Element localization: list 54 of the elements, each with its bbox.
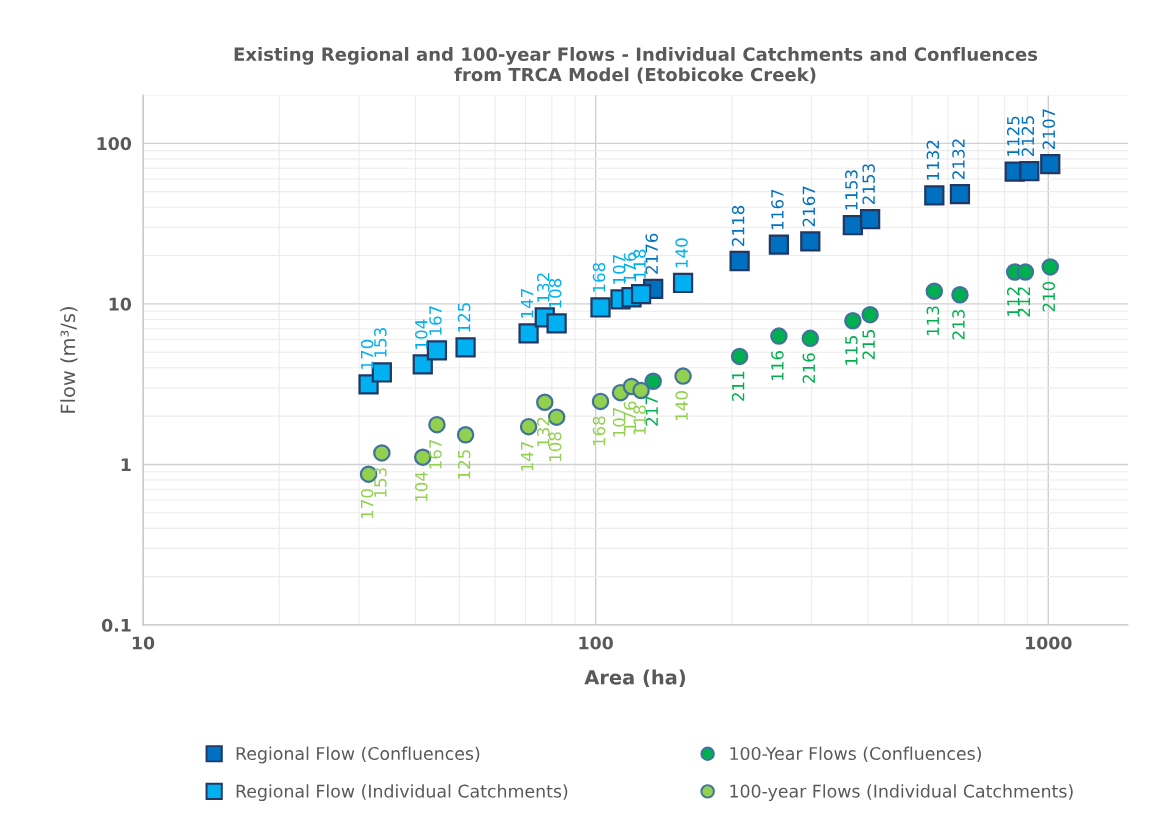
annotation: 211 xyxy=(731,371,745,401)
annotation: 216 xyxy=(802,353,816,383)
annotation: 113 xyxy=(926,306,940,336)
annotation: 2167 xyxy=(802,186,816,227)
annotation: 132 xyxy=(537,417,550,447)
legend-label: Regional Flow (Confluences) xyxy=(236,746,480,764)
annotation: 1167 xyxy=(771,189,784,229)
annotation: 153 xyxy=(374,468,387,497)
y-tick-label: 1 xyxy=(121,458,131,472)
annotation: 167 xyxy=(429,439,442,469)
annotation: 2118 xyxy=(731,205,745,246)
y-tick-label: 100 xyxy=(97,137,132,151)
annotation: 153 xyxy=(374,328,387,357)
annotation: 115 xyxy=(845,336,858,365)
annotation: 217 xyxy=(645,396,658,426)
annotation: 108 xyxy=(548,278,562,308)
legend-label: 100-year Flows (Individual Catchments) xyxy=(730,784,1073,802)
y-axis-title: Flow (m³/s) xyxy=(60,307,78,413)
annotation: 168 xyxy=(592,262,606,292)
annotation: 140 xyxy=(675,391,688,420)
legend-label: Regional Flow (Individual Catchments) xyxy=(236,784,568,802)
annotation: 2125 xyxy=(1021,116,1035,156)
annotation: 147 xyxy=(521,441,534,471)
annotation: 167 xyxy=(429,306,442,335)
annotation: 104 xyxy=(414,319,428,349)
annotation: 132 xyxy=(537,273,550,302)
annotation: 116 xyxy=(771,351,784,380)
annotation: 147 xyxy=(521,289,534,318)
annotation: 1132 xyxy=(926,140,940,180)
annotation: 140 xyxy=(675,238,688,268)
x-axis-title: Area (ha) xyxy=(584,669,686,687)
annotation: 210 xyxy=(1042,281,1056,312)
x-tick-label: 100 xyxy=(579,636,613,650)
annotation: 170 xyxy=(360,489,374,519)
x-tick-label: 1000 xyxy=(1026,636,1072,650)
annotation: 125 xyxy=(457,303,471,332)
annotation: 213 xyxy=(952,309,965,340)
annotation: 108 xyxy=(548,432,562,462)
legend-label: 100-Year Flows (Confluences) xyxy=(730,746,981,763)
annotation: 2132 xyxy=(952,139,965,179)
annotation: 168 xyxy=(592,416,606,446)
annotation: 2176 xyxy=(645,233,659,274)
x-tick-label: 10 xyxy=(132,636,155,650)
annotation: 2107 xyxy=(1042,109,1056,149)
annotation: 125 xyxy=(457,450,471,479)
annotation: 2153 xyxy=(862,164,875,205)
annotation: 215 xyxy=(862,329,875,360)
annotation: 1153 xyxy=(845,170,858,210)
annotation: 1125 xyxy=(1006,116,1020,156)
chart-title: Existing Regional and 100-year Flows - Individual Catchments and Confluences from TRCA Model (Etobicoke Creek) xyxy=(234,47,1038,84)
annotation: 170 xyxy=(360,339,374,369)
annotation: 104 xyxy=(414,471,428,502)
y-tick-label: 0.1 xyxy=(101,618,131,632)
y-tick-label: 10 xyxy=(109,297,132,311)
